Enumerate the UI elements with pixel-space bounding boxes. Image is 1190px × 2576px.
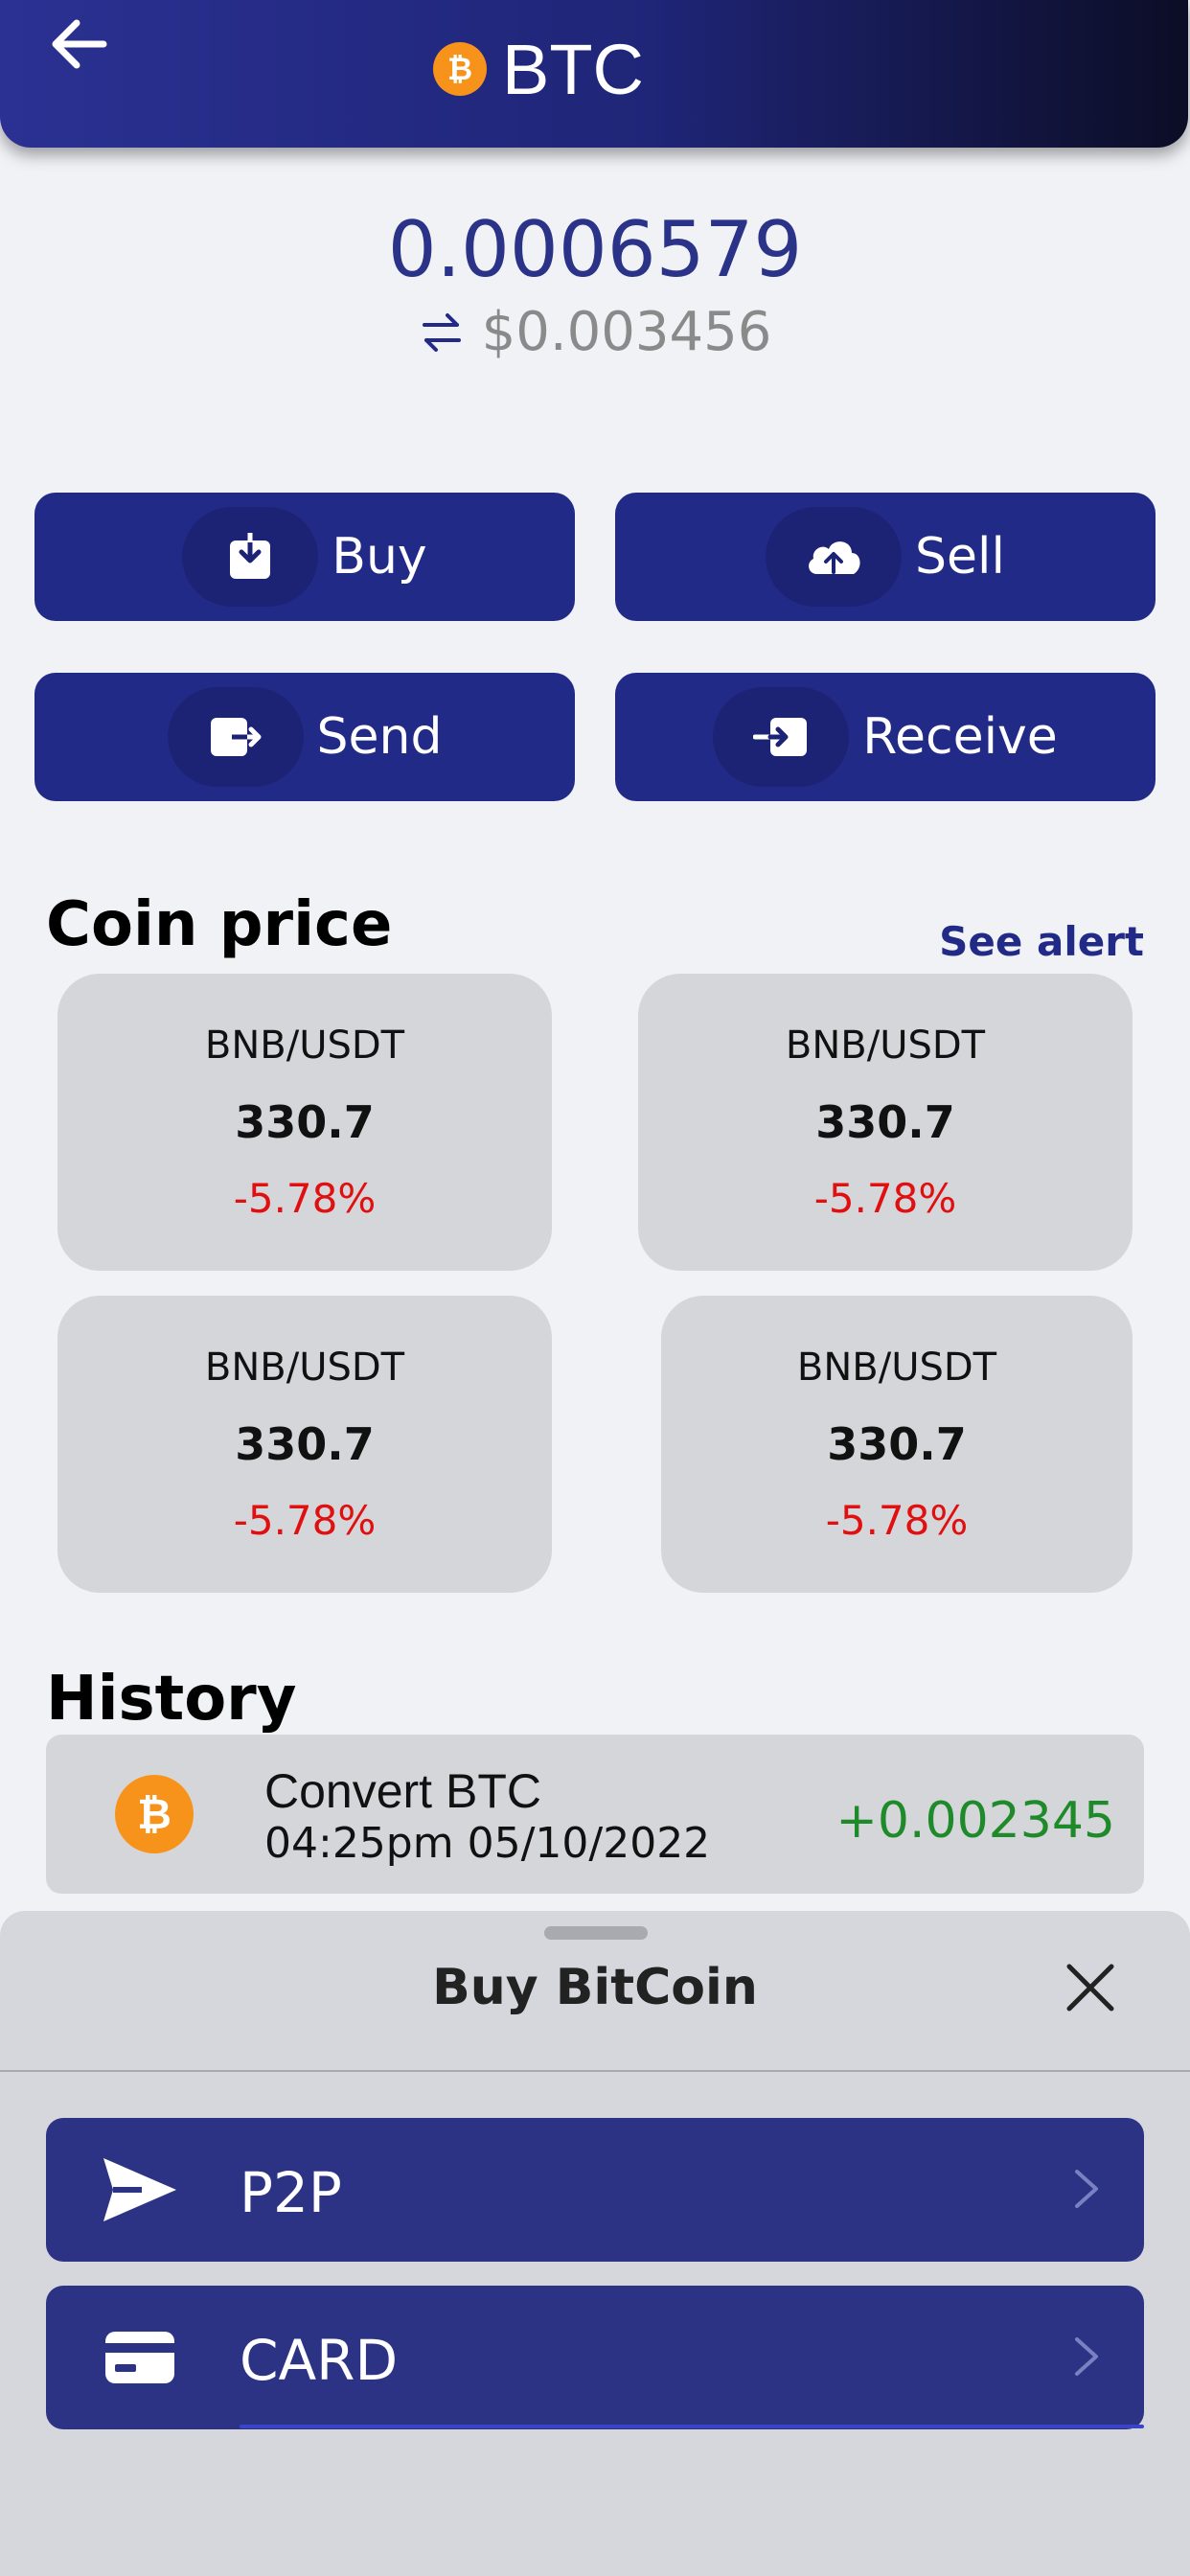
- sheet-title: Buy BitCoin: [432, 1959, 758, 2016]
- receive-button[interactable]: Receive: [615, 673, 1156, 801]
- price-card-change: -5.78%: [825, 1496, 969, 1544]
- history-item-amount: +0.002345: [835, 1792, 1115, 1850]
- receive-label: Receive: [862, 708, 1058, 766]
- sheet-divider: [0, 2070, 1190, 2072]
- history-item-date: 04:25pm 05/10/2022: [264, 1819, 711, 1868]
- send-button[interactable]: Send: [34, 673, 575, 801]
- price-card-pair: BNB/USDT: [204, 1023, 405, 1068]
- p2p-label: P2P: [240, 2160, 342, 2225]
- card-option-underline: [240, 2425, 1144, 2428]
- chevron-right-icon: [1075, 2170, 1098, 2208]
- price-card-change: -5.78%: [813, 1174, 957, 1222]
- price-card-pair: BNB/USDT: [785, 1023, 986, 1068]
- credit-card-icon: [105, 2332, 174, 2383]
- history-item-title: Convert BTC: [264, 1764, 541, 1818]
- history-item[interactable]: ₿ Convert BTC 04:25pm 05/10/2022 +0.0023…: [46, 1735, 1144, 1894]
- cloud-upload-icon: [809, 541, 860, 574]
- swap-arrows-icon: [422, 312, 461, 352]
- sell-button[interactable]: Sell: [615, 493, 1156, 621]
- page-title: BTC: [502, 29, 644, 109]
- card-option[interactable]: CARD: [46, 2286, 1144, 2429]
- buy-button[interactable]: Buy: [34, 493, 575, 621]
- coin-price-heading: Coin price: [46, 889, 393, 960]
- svg-text:₿: ₿: [137, 1790, 172, 1839]
- header-title-group: ₿ BTC: [433, 23, 644, 115]
- fiat-balance-row: $0.003456: [0, 301, 1190, 363]
- receive-in-icon: [753, 718, 808, 756]
- card-label: CARD: [240, 2328, 399, 2393]
- price-card-change: -5.78%: [233, 1174, 377, 1222]
- close-button[interactable]: [1062, 1959, 1119, 2016]
- price-card[interactable]: BNB/USDT 330.7 -5.78%: [638, 974, 1133, 1271]
- price-card[interactable]: BNB/USDT 330.7 -5.78%: [57, 974, 552, 1271]
- chevron-right-icon: [1075, 2337, 1098, 2376]
- send-label: Send: [316, 708, 443, 766]
- p2p-option[interactable]: P2P: [46, 2118, 1144, 2262]
- sell-icon-pill: [766, 507, 903, 607]
- price-card-pair: BNB/USDT: [204, 1345, 405, 1390]
- price-card-price: 330.7: [827, 1417, 967, 1470]
- app-header: ₿ BTC: [0, 0, 1188, 148]
- arrow-left-icon: [52, 19, 107, 69]
- receive-icon-pill: [713, 687, 850, 787]
- price-card[interactable]: BNB/USDT 330.7 -5.78%: [661, 1296, 1133, 1593]
- price-card-price: 330.7: [235, 1417, 375, 1470]
- buy-label: Buy: [332, 528, 427, 586]
- price-card[interactable]: BNB/USDT 330.7 -5.78%: [57, 1296, 552, 1593]
- sell-label: Sell: [915, 528, 1005, 586]
- price-card-change: -5.78%: [233, 1496, 377, 1544]
- send-icon-pill: [167, 687, 304, 787]
- sheet-drag-handle[interactable]: [544, 1926, 648, 1940]
- back-button[interactable]: [48, 15, 115, 73]
- price-card-pair: BNB/USDT: [796, 1345, 997, 1390]
- svg-text:₿: ₿: [447, 51, 472, 87]
- see-alert-link[interactable]: See alert: [939, 918, 1144, 965]
- bitcoin-icon: ₿: [433, 42, 487, 96]
- bitcoin-icon: ₿: [115, 1775, 194, 1853]
- price-card-price: 330.7: [235, 1095, 375, 1148]
- buy-icon-pill: [182, 507, 319, 607]
- price-card-price: 330.7: [815, 1095, 955, 1148]
- paper-plane-icon: [103, 2158, 176, 2221]
- download-icon: [230, 533, 271, 579]
- fiat-balance: $0.003456: [481, 301, 772, 363]
- send-out-icon: [210, 718, 262, 756]
- close-icon: [1066, 1964, 1114, 2012]
- crypto-balance: 0.0006579: [387, 205, 803, 294]
- history-heading: History: [46, 1664, 297, 1735]
